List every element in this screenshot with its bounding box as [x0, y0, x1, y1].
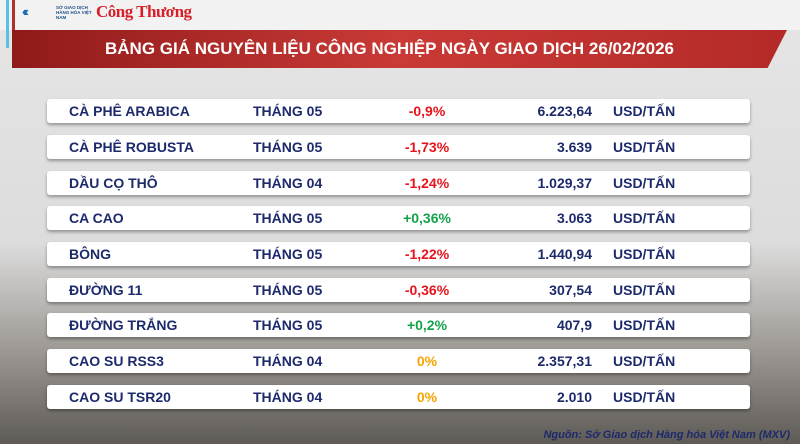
commodity-name: CA CAO	[69, 210, 124, 226]
change-percent: -0,9%	[408, 103, 446, 119]
table-row: CAO SU RSS3 THÁNG 04 0% 2.357,31 USD/TẤN	[47, 349, 750, 373]
contract-month: THÁNG 04	[253, 389, 323, 405]
contract-month: THÁNG 05	[253, 246, 323, 262]
change-percent: -1,24%	[404, 175, 450, 191]
contract-month: THÁNG 04	[253, 353, 323, 369]
price: 6.223,64	[537, 103, 593, 119]
price: 3.639	[556, 139, 592, 155]
table-row: CA CAO THÁNG 05 +0,36% 3.063 USD/TẤN	[47, 206, 750, 230]
commodity-name: ĐƯỜNG TRẮNG	[69, 317, 178, 333]
top-bar	[0, 0, 800, 30]
change-percent: -1,22%	[404, 246, 450, 262]
change-percent: -0,36%	[404, 282, 450, 298]
table-row: DẦU CỌ THÔ THÁNG 04 -1,24% 1.029,37 USD/TẤN	[47, 171, 750, 195]
price: 1.440,94	[537, 246, 593, 262]
contract-month: THÁNG 05	[253, 282, 323, 298]
commodity-name: CAO SU RSS3	[69, 353, 164, 369]
exchange-logo-text: SỞ GIAO DỊCH HÀNG HÓA VIỆT NAM	[56, 4, 92, 20]
change-percent: -1,73%	[404, 139, 450, 155]
change-percent: 0%	[416, 353, 438, 369]
commodity-name: ĐƯỜNG 11	[69, 282, 143, 298]
commodity-name: DẦU CỌ THÔ	[69, 175, 158, 191]
unit: USD/TẤN	[613, 282, 676, 298]
change-percent: +0,36%	[403, 210, 451, 226]
contract-month: THÁNG 05	[253, 210, 323, 226]
table-row: ĐƯỜNG 11 THÁNG 05 -0,36% 307,54 USD/TẤN	[47, 278, 750, 302]
contract-month: THÁNG 05	[253, 139, 323, 155]
exchange-logo-icon: ‹‹‹	[22, 4, 29, 19]
unit: USD/TẤN	[613, 103, 676, 119]
commodity-name: CÀ PHÊ ROBUSTA	[69, 139, 194, 155]
price: 2.357,31	[537, 353, 593, 369]
unit: USD/TẤN	[613, 246, 676, 262]
table-row: BÔNG THÁNG 05 -1,22% 1.440,94 USD/TẤN	[47, 242, 750, 266]
table-row: CAO SU TSR20 THÁNG 04 0% 2.010 USD/TẤN	[47, 385, 750, 409]
price: 407,9	[556, 317, 592, 333]
table-row: ĐƯỜNG TRẮNG THÁNG 05 +0,2% 407,9 USD/TẤN	[47, 313, 750, 337]
price: 2.010	[556, 389, 592, 405]
accent-line	[6, 0, 9, 48]
unit: USD/TẤN	[613, 353, 676, 369]
accent-line	[12, 0, 15, 48]
contract-month: THÁNG 05	[253, 103, 323, 119]
table-row: CÀ PHÊ ARABICA THÁNG 05 -0,9% 6.223,64 USD/T…	[47, 99, 750, 123]
unit: USD/TẤN	[613, 389, 676, 405]
newspaper-logo: Công Thương	[96, 2, 192, 21]
price: 3.063	[556, 210, 592, 226]
unit: USD/TẤN	[613, 210, 676, 226]
unit: USD/TẤN	[613, 175, 676, 191]
table-row: CÀ PHÊ ROBUSTA THÁNG 05 -1,73% 3.639 USD/TẤN	[47, 135, 750, 159]
source-note: Nguồn: Sở Giao dịch Hàng hóa Việt Nam (M…	[543, 429, 790, 441]
price: 1.029,37	[537, 175, 593, 191]
title-banner: BẢNG GIÁ NGUYÊN LIỆU CÔNG NGHIỆP NGÀY GI…	[12, 30, 787, 68]
commodity-name: BÔNG	[69, 246, 111, 262]
contract-month: THÁNG 04	[253, 175, 323, 191]
price: 307,54	[549, 282, 592, 298]
page-title: BẢNG GIÁ NGUYÊN LIỆU CÔNG NGHIỆP NGÀY GI…	[104, 39, 674, 58]
unit: USD/TẤN	[613, 317, 676, 333]
change-percent: 0%	[416, 389, 438, 405]
exchange-logo: ‹‹‹ SỞ GIAO DỊCH HÀNG HÓA VIỆT NAM	[22, 4, 96, 20]
commodity-name: CÀ PHÊ ARABICA	[69, 103, 190, 119]
commodity-name: CAO SU TSR20	[69, 389, 171, 405]
contract-month: THÁNG 05	[253, 317, 323, 333]
unit: USD/TẤN	[613, 139, 676, 155]
change-percent: +0,2%	[406, 317, 448, 333]
